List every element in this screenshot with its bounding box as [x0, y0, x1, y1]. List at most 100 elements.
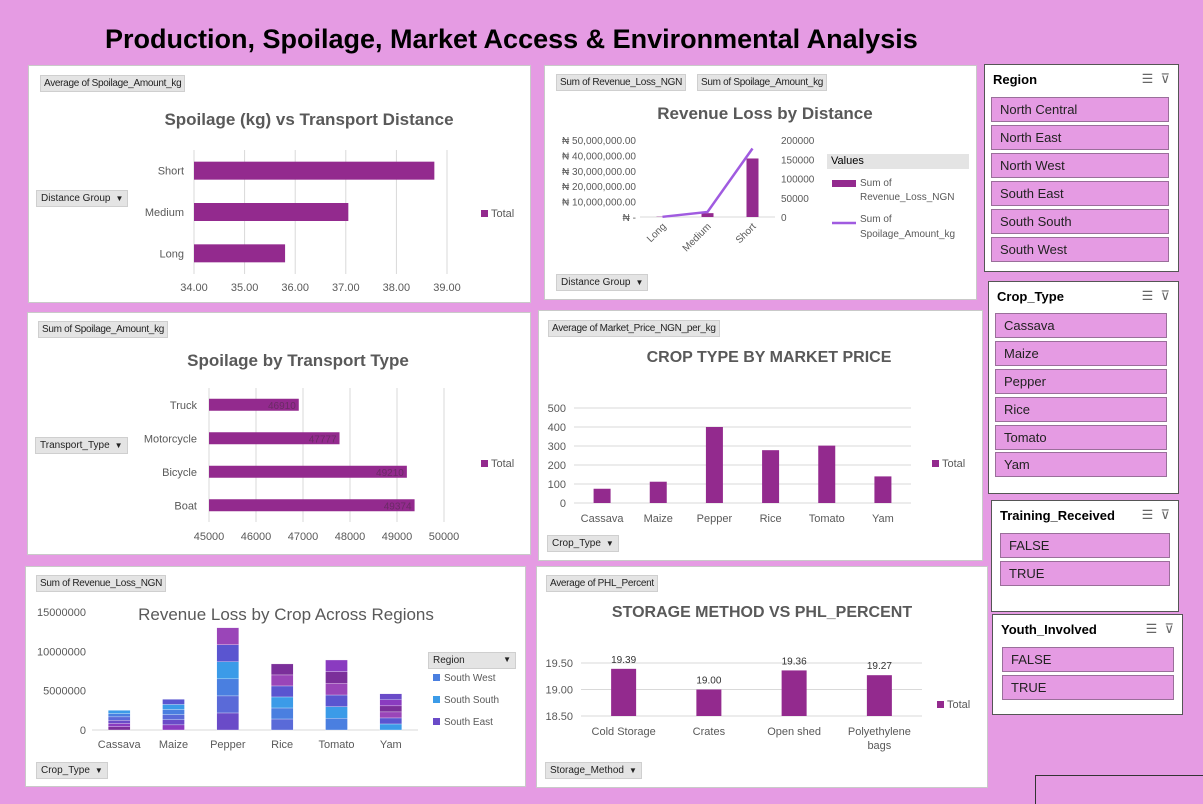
slicer-item-tomato[interactable]: Tomato — [995, 425, 1167, 450]
category-label: Medium — [145, 207, 184, 219]
clear-filter-icon[interactable]: ⊽ — [1164, 621, 1174, 636]
y-tick-label: ₦ - — [623, 213, 636, 224]
multi-select-icon[interactable]: ☰ — [1142, 71, 1154, 86]
slicer-item-false[interactable]: FALSE — [1000, 533, 1170, 558]
stacked-bar-segment — [326, 707, 348, 719]
chart-crop-type-by-market-price[interactable]: Average of Market_Price_NGN_per_kg CROP … — [538, 310, 983, 561]
legend-label: Total — [947, 699, 970, 711]
category-label: Yam — [872, 513, 894, 525]
stacked-bar-segment — [163, 704, 185, 709]
category-label: Tomato — [809, 513, 845, 525]
slicer-item-false[interactable]: FALSE — [1002, 647, 1174, 672]
y-tick-label: ₦ 20,000,000.00 — [562, 182, 636, 193]
multi-select-icon[interactable]: ☰ — [1146, 621, 1158, 636]
legend-swatch — [433, 718, 440, 725]
x-tick-label: 37.00 — [332, 282, 360, 294]
slicer-item-maize[interactable]: Maize — [995, 341, 1167, 366]
slicer-item-rice[interactable]: Rice — [995, 397, 1167, 422]
chart-revenue-loss-by-distance[interactable]: Sum of Revenue_Loss_NGN Sum of Spoilage_… — [544, 65, 977, 300]
slicer-item-cassava[interactable]: Cassava — [995, 313, 1167, 338]
stacked-bar-segment — [163, 699, 185, 704]
slicer-item-south-south[interactable]: South South — [991, 209, 1169, 234]
y-tick-label: 18.50 — [545, 711, 573, 723]
category-label: Rice — [271, 739, 293, 751]
slicer-item-north-east[interactable]: North East — [991, 125, 1169, 150]
y2-tick-label: 150000 — [781, 155, 815, 166]
category-label: Medium — [681, 221, 714, 254]
stacked-bar-segment — [217, 696, 239, 713]
stacked-bar-segment — [217, 679, 239, 696]
category-label: Cassava — [98, 739, 142, 751]
clear-filter-icon[interactable]: ⊽ — [1160, 288, 1170, 303]
stacked-bar-segment — [380, 724, 402, 730]
legend-swatch — [932, 460, 939, 467]
stacked-bar-segment — [326, 672, 348, 684]
chart-spoilage-by-transport[interactable]: Sum of Spoilage_Amount_kg Spoilage by Tr… — [27, 312, 531, 555]
stacked-bar-segment — [108, 720, 130, 723]
bar — [818, 446, 835, 503]
multi-select-icon[interactable]: ☰ — [1142, 288, 1154, 303]
data-label: 49374 — [384, 501, 412, 512]
slicer-item-true[interactable]: TRUE — [1000, 561, 1170, 586]
legend-label: Spoilage_Amount_kg — [860, 229, 955, 240]
legend-label: Total — [491, 208, 514, 220]
stacked-bar-segment — [271, 697, 293, 708]
chart-spoilage-vs-distance[interactable]: Average of Spoilage_Amount_kg Spoilage (… — [28, 65, 531, 303]
category-label: Pepper — [697, 513, 733, 525]
slicer-item-north-west[interactable]: North West — [991, 153, 1169, 178]
category-label: Long — [160, 248, 184, 260]
y-tick-label: ₦ 40,000,000.00 — [562, 151, 636, 162]
clear-filter-icon[interactable]: ⊽ — [1160, 71, 1170, 86]
chart-revenue-loss-by-crop-regions[interactable]: Sum of Revenue_Loss_NGN Revenue Loss by … — [25, 566, 526, 787]
clear-filter-icon[interactable]: ⊽ — [1160, 507, 1170, 522]
legend-label: Total — [491, 458, 514, 470]
legend-swatch — [433, 696, 440, 703]
category-label: Pepper — [210, 739, 246, 751]
chart-storage-method-vs-phl[interactable]: Average of PHL_Percent STORAGE METHOD VS… — [536, 566, 988, 788]
bar — [762, 450, 779, 503]
slicer-item-pepper[interactable]: Pepper — [995, 369, 1167, 394]
category-label: Cold Storage — [592, 726, 656, 738]
x-tick-label: 38.00 — [383, 282, 411, 294]
category-label: Yam — [380, 739, 402, 751]
bar — [194, 203, 348, 221]
stacked-bar-segment — [271, 708, 293, 719]
legend-swatch — [433, 674, 440, 681]
bar — [696, 690, 721, 717]
category-label: Short — [734, 221, 759, 246]
stacked-bar-segment — [380, 694, 402, 700]
data-label: 47777 — [309, 434, 337, 445]
multi-select-icon[interactable]: ☰ — [1142, 507, 1154, 522]
bar — [706, 427, 723, 503]
legend-swatch — [937, 701, 944, 708]
stacked-bar-segment — [108, 710, 130, 713]
stacked-bar-segment — [326, 695, 348, 707]
y-tick-label: 15000000 — [37, 607, 86, 619]
bar — [867, 675, 892, 716]
x-tick-label: 39.00 — [433, 282, 461, 294]
slicer-item-south-west[interactable]: South West — [991, 237, 1169, 262]
y-tick-label: 19.00 — [545, 685, 573, 697]
data-label: 46910 — [268, 401, 296, 412]
y-tick-label: ₦ 50,000,000.00 — [562, 136, 636, 147]
slicer-item-north-central[interactable]: North Central — [991, 97, 1169, 122]
y2-tick-label: 50000 — [781, 194, 809, 205]
bar — [194, 244, 285, 262]
legend-label: Revenue_Loss_NGN — [860, 192, 955, 203]
stacked-bar-segment — [108, 723, 130, 726]
stacked-bar-segment — [163, 715, 185, 720]
slicer-title: Training_Received — [1000, 508, 1115, 523]
category-label: Short — [158, 166, 184, 178]
bar — [194, 162, 434, 180]
category-label: Open shed — [767, 726, 821, 738]
legend-swatch — [832, 180, 856, 187]
y-tick-label: 100 — [548, 479, 566, 491]
slicer-item-true[interactable]: TRUE — [1002, 675, 1174, 700]
x-tick-label: 34.00 — [180, 282, 208, 294]
slicer-item-south-east[interactable]: South East — [991, 181, 1169, 206]
slicer-item-yam[interactable]: Yam — [995, 452, 1167, 477]
page-title: Production, Spoilage, Market Access & En… — [105, 24, 918, 55]
slicer-region: Region ☰ ⊽ North Central North East Nort… — [984, 64, 1179, 272]
